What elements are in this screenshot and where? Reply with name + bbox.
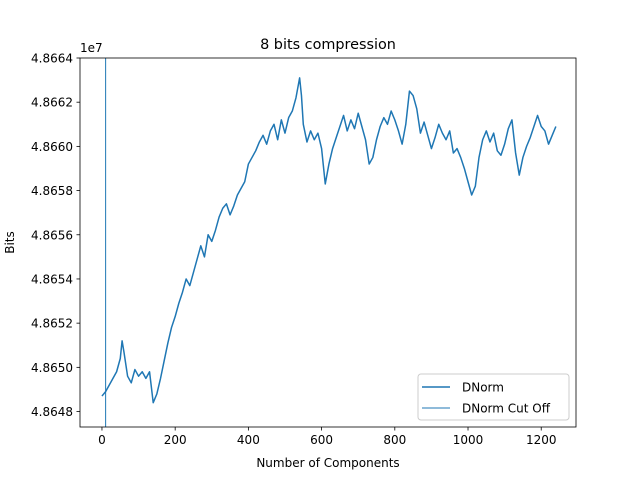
legend-label-dnorm: DNorm: [462, 381, 504, 395]
series-layer: [101, 58, 557, 427]
axes-background: [80, 58, 576, 427]
x-tick-label: 1200: [526, 433, 557, 447]
x-tick-label: 1000: [453, 433, 484, 447]
x-tick-label: 600: [310, 433, 333, 447]
y-tick-label: 4.8650: [31, 361, 73, 375]
y-axis-ticks: 4.8648 4.8650 4.8652 4.8654 4.8656 4.8658 4.86…: [31, 52, 80, 419]
y-tick-label: 4.8652: [31, 317, 73, 331]
x-tick-label: 0: [98, 433, 106, 447]
x-axis-label: Number of Components: [256, 456, 399, 470]
x-tick-label: 200: [164, 433, 187, 447]
chart-title: 8 bits compression: [260, 37, 396, 53]
y-tick-label: 4.8648: [31, 405, 73, 419]
y-tick-label: 4.8660: [31, 140, 73, 154]
y-axis-offset-text: 1e7: [80, 41, 103, 55]
y-tick-label: 4.8662: [31, 96, 73, 110]
x-tick-label: 400: [237, 433, 260, 447]
y-tick-label: 4.8654: [31, 272, 73, 286]
x-axis-ticks: 0 200 400 600 800 1000 1200: [98, 427, 556, 447]
axes-frame: [79, 57, 577, 428]
y-tick-label: 4.8658: [31, 184, 73, 198]
x-tick-label: 800: [383, 433, 406, 447]
plot-area: [80, 58, 576, 427]
legend: DNorm DNorm Cut Off: [417, 373, 570, 421]
y-tick-label: 4.8656: [31, 228, 73, 242]
y-tick-label: 4.8664: [31, 52, 73, 66]
y-axis-label: Bits: [3, 231, 17, 254]
series-line-dnorm: [101, 77, 557, 404]
legend-label-dnorm-cut-off: DNorm Cut Off: [462, 402, 551, 416]
legend-frame: [417, 373, 570, 421]
